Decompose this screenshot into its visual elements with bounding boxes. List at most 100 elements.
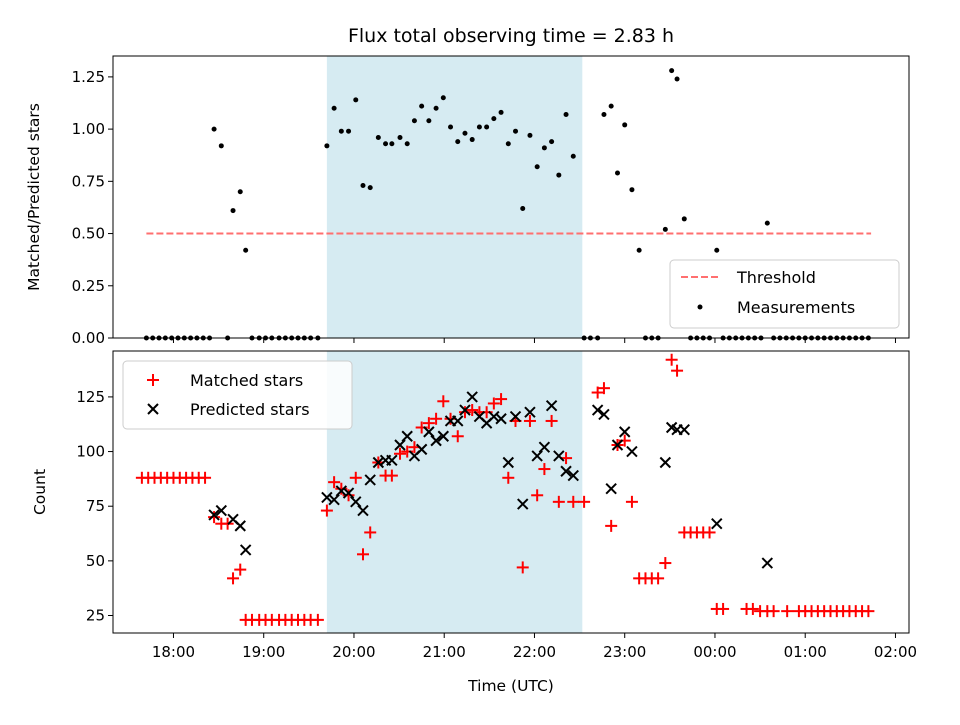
matched-stars-point [767, 605, 780, 618]
matched-stars-point [487, 397, 500, 410]
y-tick-label: 75 [86, 497, 105, 515]
matched-stars-point [458, 406, 471, 419]
y-tick-label: 100 [76, 443, 105, 461]
predicted-stars-point [437, 430, 450, 442]
matched-stars-point [567, 495, 580, 508]
matched-stars-point [466, 404, 479, 417]
x-tick-label: 18:00 [152, 643, 195, 661]
measurement-point [338, 128, 344, 134]
measurement-point [411, 118, 417, 124]
count-legend: Matched stars Predicted stars [122, 360, 353, 430]
matched-stars-point [625, 495, 638, 508]
measurement-point [636, 247, 642, 253]
measurement-point [622, 122, 628, 128]
predicted-stars-point [328, 493, 340, 506]
measurement-point [484, 124, 490, 130]
y-tick-label: 0.00 [72, 329, 105, 347]
matched-stars-point [502, 471, 515, 484]
x-axis-label: Time (UTC) [467, 677, 554, 695]
legend-predicted-label: Predicted stars [190, 400, 310, 419]
x-tick-label: 20:00 [332, 643, 375, 661]
measurement-point [367, 185, 373, 191]
matched-stars-point [364, 526, 377, 539]
matched-stars-point [430, 412, 443, 425]
measurement-point [549, 139, 555, 145]
predicted-stars-point [208, 509, 220, 521]
measurement-point [404, 141, 410, 147]
measurement-point [527, 132, 533, 138]
measurement-point [520, 205, 526, 211]
matched-stars-point [227, 572, 240, 585]
measurement-point [491, 116, 497, 122]
measurement-point [426, 118, 432, 124]
matched-stars-point [437, 395, 450, 408]
measurement-point [383, 141, 389, 147]
predicted-stars-point [611, 439, 624, 451]
predicted-stars-point [598, 408, 610, 421]
measurement-point [764, 220, 770, 226]
matched-stars-point [495, 393, 508, 406]
predicted-stars-point [545, 399, 558, 412]
legend-measurements-label: Measurements [737, 298, 855, 317]
x-tick-label: 02:00 [874, 643, 917, 661]
predicted-stars-point [495, 413, 507, 425]
ratio-plot-frame [112, 55, 910, 339]
matched-stars-point [781, 605, 794, 618]
legend-measurements-swatch [697, 304, 703, 310]
predicted-stars-point [234, 520, 246, 532]
matched-stars-point [320, 504, 333, 517]
measurement-point [476, 124, 482, 130]
measurement-point [570, 153, 576, 159]
measurement-point [440, 95, 446, 101]
y-tick-label: 0.75 [72, 172, 105, 190]
predicted-stars-point [502, 456, 514, 469]
matched-stars-point [538, 463, 551, 476]
y-tick-label: 1.00 [72, 120, 105, 138]
predicted-stars-point [350, 496, 362, 508]
measurement-point [419, 103, 425, 109]
predicted-stars-point [761, 557, 774, 569]
predicted-stars-point [321, 491, 333, 504]
matched-stars-point [652, 572, 665, 585]
matched-stars-point [717, 602, 730, 615]
count-legend-box [122, 360, 353, 430]
x-tick-label: 00:00 [693, 643, 736, 661]
y-tick-label: 25 [86, 607, 105, 625]
measurement-point [513, 128, 519, 134]
predicted-stars-point [517, 498, 529, 510]
matched-stars-point [597, 382, 610, 395]
matched-stars-point [578, 495, 591, 508]
matched-stars-point [746, 602, 759, 615]
chart-title: Flux total observing time = 2.83 h [348, 25, 674, 47]
matched-stars-point [552, 495, 565, 508]
matched-stars-point [523, 414, 536, 427]
predicted-stars-point [335, 485, 348, 497]
predicted-stars-point [357, 504, 369, 517]
predicted-stars-point [394, 439, 406, 451]
measurement-point [563, 111, 569, 117]
matched-stars-point [356, 548, 369, 561]
matched-stars-point [703, 526, 716, 539]
x-tick-label: 23:00 [603, 643, 646, 661]
matched-stars-point [199, 471, 212, 484]
predicted-stars-point [342, 487, 355, 499]
count-panel: 25 50 75 100 125 18:00 19:00 20:00 21:00 22:00 23… [31, 350, 917, 695]
predicted-stars-point [215, 504, 228, 517]
predicted-stars-point [509, 410, 522, 423]
predicted-stars-point [531, 450, 543, 462]
count-y-axis-label: Count [31, 469, 49, 515]
legend-threshold-label: Threshold [736, 268, 816, 287]
predicted-stars-point [560, 465, 572, 477]
predicted-stars-point [386, 454, 398, 467]
predicted-stars-point [423, 426, 435, 438]
predicted-stars-point [659, 456, 672, 469]
measurement-point [218, 143, 224, 149]
ratio-legend-box [669, 259, 900, 329]
ratio-panel: Flux total observing time = 2.83 h 0.00 0… [25, 25, 910, 347]
predicted-stars-point [415, 443, 428, 456]
predicted-stars-point [488, 410, 500, 423]
matched-stars-point [208, 511, 221, 524]
measurement-point [469, 137, 475, 143]
legend-matched-label: Matched stars [190, 371, 303, 390]
